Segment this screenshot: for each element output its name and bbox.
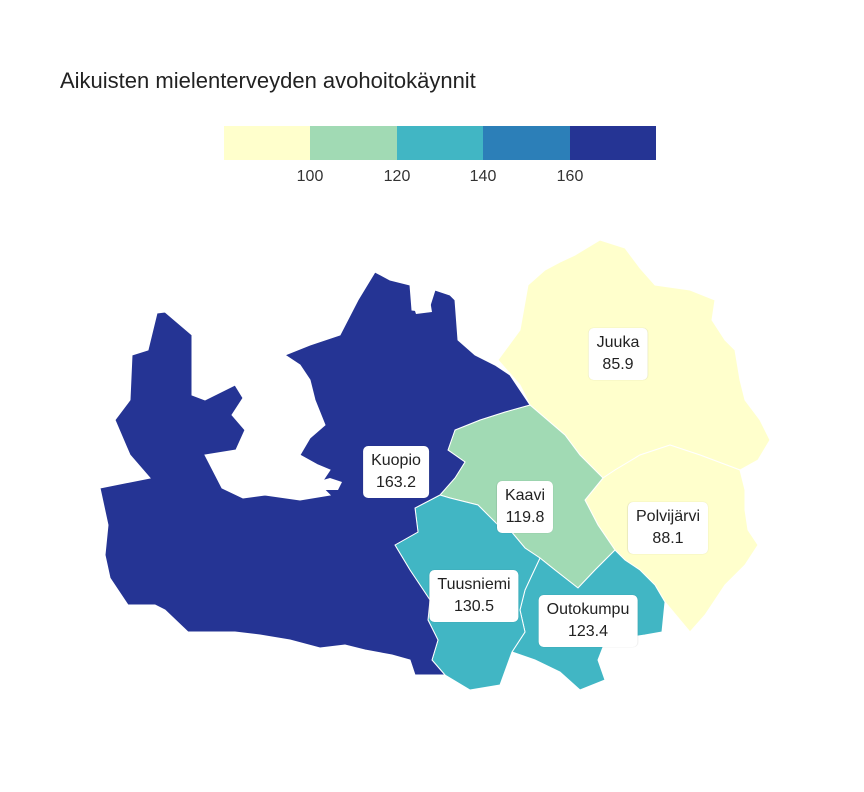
region-name: Polvijärvi — [635, 508, 701, 525]
region-label-tuusniemi: Tuusniemi 130.5 — [429, 570, 519, 622]
region-value: 123.4 — [567, 623, 609, 640]
legend-tick-140: 140 — [469, 168, 497, 185]
region-name: Kuopio — [371, 452, 421, 469]
region-kuopio[interactable] — [99, 271, 531, 676]
region-value: 163.2 — [375, 474, 417, 491]
legend-swatch-5 — [569, 126, 657, 160]
legend-swatch-2 — [310, 126, 397, 160]
region-name: Juuka — [596, 334, 640, 351]
legend-swatch-4 — [483, 126, 570, 160]
region-value: 85.9 — [602, 356, 634, 373]
region-name: Tuusniemi — [437, 576, 511, 593]
island-shape — [316, 478, 342, 490]
region-label-outokumpu: Outokumpu 123.4 — [538, 595, 638, 647]
legend-swatch-1 — [224, 126, 311, 160]
region-label-juuka: Juuka 85.9 — [588, 328, 648, 380]
region-value: 130.5 — [453, 598, 495, 615]
island-shape — [414, 300, 432, 314]
region-value: 119.8 — [505, 509, 545, 526]
legend-tick-100: 100 — [296, 168, 324, 185]
region-label-kaavi: Kaavi 119.8 — [496, 481, 554, 533]
map-title: Aikuisten mielenterveyden avohoitokäynni… — [60, 68, 476, 93]
legend-tick-160: 160 — [556, 168, 584, 185]
region-label-polvijarvi: Polvijärvi 88.1 — [627, 502, 709, 554]
region-name: Kaavi — [504, 487, 546, 504]
region-label-kuopio: Kuopio 163.2 — [363, 446, 429, 498]
legend-tick-120: 120 — [383, 168, 411, 185]
color-legend — [224, 126, 657, 160]
legend-swatch-3 — [396, 126, 484, 160]
legend-tick-labels: 100 120 140 160 — [224, 168, 656, 190]
region-value: 88.1 — [652, 530, 684, 547]
region-name: Outokumpu — [546, 601, 630, 618]
